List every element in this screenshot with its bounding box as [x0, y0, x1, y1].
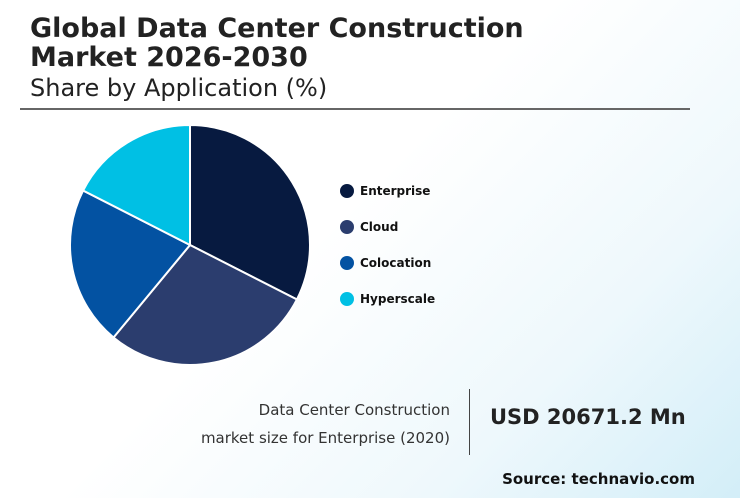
header-divider [20, 108, 690, 110]
stat-label: Data Center Construction market size for… [201, 396, 450, 452]
legend-item-cloud: Cloud [340, 209, 435, 245]
stat-label-line-2: market size for Enterprise (2020) [200, 429, 450, 447]
pie-slice-colocation [69, 189, 192, 339]
legend-item-colocation: Colocation [340, 245, 435, 281]
pie-slice-cloud [112, 243, 299, 366]
title-line-1: Global Data Center Construction [30, 13, 524, 44]
legend-label: Hyperscale [360, 292, 436, 306]
legend-swatch [340, 220, 354, 234]
stat-value: USD 20671.2 Mn [490, 405, 686, 429]
legend-swatch [340, 184, 354, 198]
legend-label: Enterprise [360, 184, 431, 198]
source-credit: Source: technavio.com [502, 470, 695, 488]
title-line-2: Market 2026-2030 [30, 42, 308, 73]
legend-swatch [340, 256, 354, 270]
chart-title: Global Data Center Construction Market 2… [30, 14, 524, 72]
pie-slice-hyperscale [81, 123, 191, 247]
legend-item-hyperscale: Hyperscale [340, 281, 435, 317]
stat-divider [469, 389, 470, 455]
chart-subtitle: Share by Application (%) [30, 74, 328, 102]
legend-label: Colocation [360, 256, 432, 270]
legend-item-enterprise: Enterprise [340, 173, 435, 209]
legend-swatch [340, 292, 354, 306]
pie-slice-enterprise [189, 123, 311, 301]
pie-chart [69, 123, 311, 366]
legend-label: Cloud [360, 220, 399, 234]
stat-label-line-1: Data Center Construction [258, 401, 450, 419]
chart-legend: Enterprise Cloud Colocation Hyperscale [340, 173, 435, 317]
